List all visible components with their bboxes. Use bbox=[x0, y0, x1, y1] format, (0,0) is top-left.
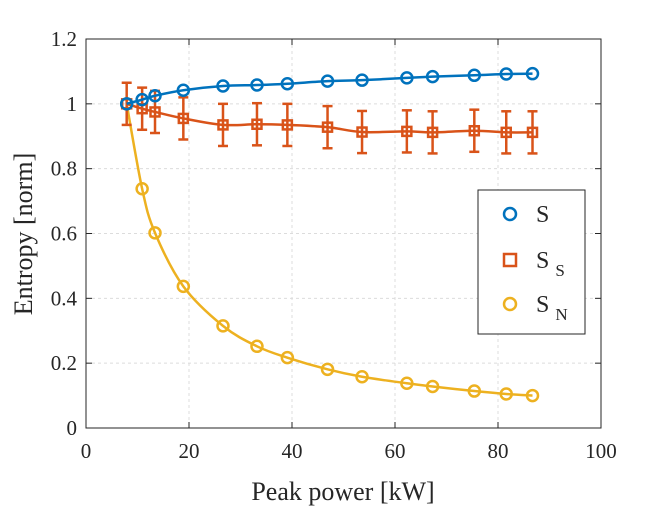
legend: S S S S N bbox=[477, 189, 586, 335]
legend-label-ss-main: S bbox=[536, 248, 549, 274]
data-point bbox=[468, 124, 481, 137]
legend-label-sn-sub: N bbox=[555, 305, 567, 324]
data-point bbox=[401, 125, 413, 138]
x-tick-label: 100 bbox=[585, 439, 617, 463]
data-point bbox=[425, 69, 440, 84]
data-point bbox=[176, 279, 191, 294]
data-point bbox=[425, 379, 440, 394]
x-axis-label: Peak power [kW] bbox=[251, 477, 434, 506]
data-point bbox=[177, 112, 190, 125]
data-point bbox=[280, 350, 295, 365]
y-tick-label: 1.2 bbox=[51, 27, 77, 51]
legend-entry-s: S bbox=[502, 202, 549, 228]
data-point bbox=[217, 119, 229, 131]
data-point bbox=[426, 126, 439, 139]
x-tick-label: 0 bbox=[81, 439, 92, 463]
data-point bbox=[250, 339, 264, 354]
data-point bbox=[320, 362, 335, 377]
data-point bbox=[119, 97, 134, 111]
data-point bbox=[148, 88, 162, 103]
y-tick-label: 0.2 bbox=[51, 351, 77, 375]
legend-marker-sn bbox=[502, 296, 518, 312]
data-point bbox=[250, 78, 264, 92]
y-tick-label: 0 bbox=[67, 416, 78, 440]
data-point bbox=[251, 118, 263, 131]
legend-entry-ss: S S bbox=[502, 248, 565, 280]
data-point bbox=[135, 182, 149, 196]
data-point bbox=[176, 83, 191, 97]
data-point bbox=[216, 79, 230, 93]
tick-labels: 0 20 40 60 80 100 0 0.2 0.4 0.6 0.8 1 1.2 bbox=[51, 27, 617, 463]
data-point bbox=[525, 66, 540, 81]
legend-marker-ss bbox=[502, 252, 518, 268]
data-point bbox=[149, 106, 161, 118]
data-point bbox=[526, 126, 539, 139]
series-1 bbox=[120, 81, 539, 155]
legend-label-ss: S S bbox=[536, 248, 565, 280]
data-point bbox=[135, 92, 149, 107]
legend-label-sn-main: S bbox=[536, 292, 549, 318]
data-point bbox=[321, 121, 334, 133]
axis-ticks bbox=[85, 38, 602, 429]
data-point bbox=[525, 388, 540, 403]
data-point bbox=[467, 68, 482, 83]
data-point bbox=[216, 319, 230, 333]
series-layer bbox=[119, 66, 540, 403]
y-tick-label: 0.4 bbox=[51, 286, 78, 310]
x-tick-label: 80 bbox=[488, 439, 509, 463]
data-point bbox=[281, 119, 294, 131]
data-point bbox=[400, 71, 414, 85]
data-point bbox=[280, 76, 295, 91]
series-line bbox=[126, 102, 533, 134]
data-point bbox=[320, 74, 335, 88]
y-axis-label: Entropy [norm] bbox=[9, 153, 38, 315]
legend-entry-sn: S N bbox=[502, 292, 568, 324]
legend-label-sn: S N bbox=[536, 292, 568, 324]
y-tick-label: 0.6 bbox=[51, 222, 77, 246]
data-point bbox=[499, 387, 513, 401]
series-0 bbox=[119, 66, 540, 111]
x-tick-label: 60 bbox=[385, 439, 406, 463]
legend-label-s: S bbox=[536, 202, 549, 228]
legend-marker-s bbox=[502, 206, 518, 222]
legend-box bbox=[477, 189, 586, 335]
y-tick-label: 1 bbox=[67, 92, 78, 116]
data-point bbox=[355, 73, 369, 87]
data-point bbox=[467, 384, 482, 398]
y-tick-label: 0.8 bbox=[51, 157, 77, 181]
data-point bbox=[499, 67, 513, 81]
data-point bbox=[355, 370, 369, 384]
data-point bbox=[400, 376, 414, 391]
data-point bbox=[500, 126, 512, 139]
x-tick-label: 40 bbox=[282, 439, 303, 463]
series-line bbox=[126, 72, 533, 106]
series-2 bbox=[119, 97, 540, 403]
data-point bbox=[148, 226, 162, 240]
legend-label-ss-sub: S bbox=[555, 261, 564, 280]
x-tick-label: 20 bbox=[179, 439, 200, 463]
data-point bbox=[356, 126, 368, 138]
